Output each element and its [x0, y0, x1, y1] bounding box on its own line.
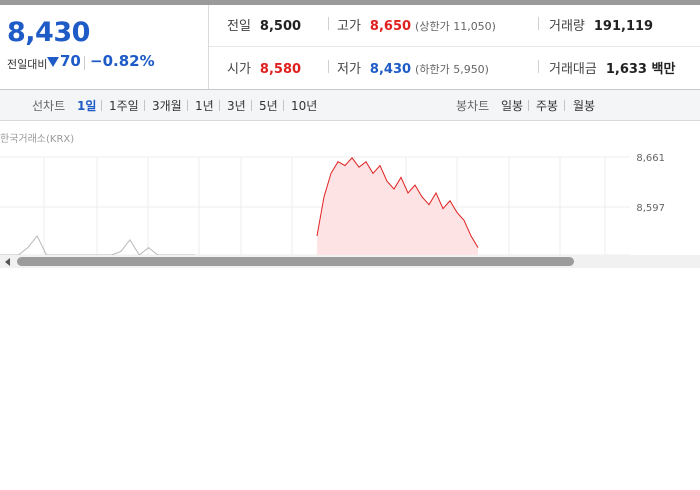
- chart-source: 한국거래소(KRX): [0, 134, 75, 145]
- tab-3m[interactable]: 3개월: [152, 99, 182, 113]
- stat-label: 시가: [227, 62, 251, 77]
- divider: [209, 46, 700, 47]
- divider: [187, 100, 188, 111]
- divider: [328, 17, 329, 30]
- top-border: [0, 0, 700, 5]
- divider: [219, 100, 220, 111]
- scroll-left-icon[interactable]: [5, 258, 10, 266]
- current-price-panel: 8,430 전일대비 70 −0.82%: [0, 5, 209, 89]
- change-amount: 70: [60, 52, 81, 70]
- stat-value: 1,633 백만: [605, 62, 676, 77]
- tab-weekly-candle[interactable]: 주봉: [536, 99, 559, 113]
- stat-amount: 거래대금 1,633 백만: [549, 58, 675, 77]
- y-tick-label: 8,597: [636, 203, 665, 214]
- divider: [283, 100, 284, 111]
- lower-limit: (하한가 5,950): [415, 63, 489, 76]
- stat-low: 저가 8,430 (하한가 5,950): [337, 58, 489, 77]
- divider: [564, 100, 565, 111]
- stat-value: 8,580: [259, 62, 302, 77]
- change-label: 전일대비: [7, 58, 48, 71]
- stat-label: 고가: [337, 19, 361, 34]
- candle-chart-title: 봉차트: [456, 99, 490, 113]
- tab-monthly-candle[interactable]: 월봉: [573, 99, 596, 113]
- down-arrow-icon: [47, 57, 59, 67]
- divider: [528, 100, 529, 111]
- tab-1w[interactable]: 1주일: [109, 99, 139, 113]
- divider: [538, 60, 539, 73]
- today-price-line: [316, 156, 479, 248]
- stat-value: 191,119: [593, 19, 654, 34]
- grid: [0, 156, 630, 255]
- chart-period-tabs: 선차트 1일 1주일 3개월 1년 3년 5년 10년 봉차트 일봉 주봉 월봉: [0, 89, 700, 121]
- stat-value: 8,500: [259, 19, 302, 34]
- tab-10y[interactable]: 10년: [291, 99, 318, 113]
- change-rate: −0.82%: [90, 52, 155, 70]
- divider: [144, 100, 145, 111]
- stat-value: 8,650: [369, 19, 412, 34]
- tab-1d[interactable]: 1일: [77, 99, 97, 113]
- stat-volume: 거래량 191,119: [549, 15, 653, 34]
- current-price: 8,430: [7, 17, 90, 48]
- stat-label: 전일: [227, 19, 251, 34]
- change-value: 70: [47, 52, 81, 70]
- line-chart-title: 선차트: [32, 99, 66, 113]
- divider: [251, 100, 252, 111]
- intraday-line-chart: 8,661 8,597: [0, 153, 665, 255]
- divider: [538, 17, 539, 30]
- tab-3y[interactable]: 3년: [227, 99, 246, 113]
- stat-value: 8,430: [369, 62, 412, 77]
- tab-daily-candle[interactable]: 일봉: [501, 99, 524, 113]
- y-tick-label: 8,661: [636, 153, 665, 164]
- stat-label: 거래량: [549, 19, 585, 34]
- scrollbar-thumb[interactable]: [17, 257, 574, 266]
- divider: [101, 100, 102, 111]
- upper-limit: (상한가 11,050): [415, 20, 496, 33]
- stat-high: 고가 8,650 (상한가 11,050): [337, 15, 496, 34]
- stat-open: 시가 8,580: [227, 58, 301, 77]
- divider: [84, 56, 85, 70]
- divider: [328, 60, 329, 73]
- tab-5y[interactable]: 5년: [259, 99, 278, 113]
- stat-label: 거래대금: [549, 62, 597, 77]
- stat-label: 저가: [337, 62, 361, 77]
- chart-scrollbar[interactable]: [0, 255, 700, 268]
- price-stats: 전일 8,500 고가 8,650 (상한가 11,050) 거래량 191,119 시…: [209, 5, 700, 89]
- tab-1y[interactable]: 1년: [195, 99, 214, 113]
- previous-day-price-line: [0, 234, 195, 255]
- stat-prev-close: 전일 8,500: [227, 15, 301, 34]
- today-price-area: [317, 157, 478, 255]
